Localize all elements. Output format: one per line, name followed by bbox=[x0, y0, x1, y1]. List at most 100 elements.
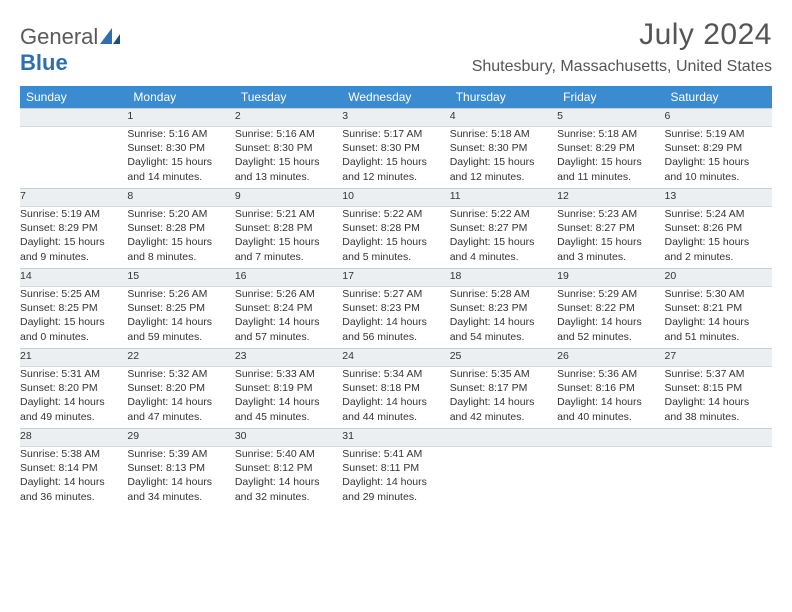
day-number-cell: 22 bbox=[127, 349, 234, 367]
weekday-header: Friday bbox=[557, 86, 664, 109]
daylight-text: and 44 minutes. bbox=[342, 410, 449, 424]
day-detail-cell: Sunrise: 5:22 AMSunset: 8:27 PMDaylight:… bbox=[450, 207, 557, 269]
day-number-cell: 7 bbox=[20, 189, 127, 207]
daylight-text: and 54 minutes. bbox=[450, 330, 557, 344]
day-detail-cell: Sunrise: 5:33 AMSunset: 8:19 PMDaylight:… bbox=[235, 367, 342, 429]
day-number-cell: 6 bbox=[665, 109, 772, 127]
day-number-cell: 11 bbox=[450, 189, 557, 207]
day-detail-cell: Sunrise: 5:28 AMSunset: 8:23 PMDaylight:… bbox=[450, 287, 557, 349]
sunset-text: Sunset: 8:23 PM bbox=[450, 301, 557, 315]
daylight-text: and 29 minutes. bbox=[342, 490, 449, 504]
day-number-cell: 20 bbox=[665, 269, 772, 287]
header-right: July 2024 Shutesbury, Massachusetts, Uni… bbox=[472, 18, 772, 76]
daylight-text: and 9 minutes. bbox=[20, 250, 127, 264]
day-detail-cell: Sunrise: 5:18 AMSunset: 8:30 PMDaylight:… bbox=[450, 127, 557, 189]
sunset-text: Sunset: 8:13 PM bbox=[127, 461, 234, 475]
day-number-cell: 13 bbox=[665, 189, 772, 207]
month-title: July 2024 bbox=[472, 18, 772, 52]
sunset-text: Sunset: 8:28 PM bbox=[127, 221, 234, 235]
sunset-text: Sunset: 8:12 PM bbox=[235, 461, 342, 475]
daylight-text: and 5 minutes. bbox=[342, 250, 449, 264]
sunset-text: Sunset: 8:16 PM bbox=[557, 381, 664, 395]
daylight-text: and 0 minutes. bbox=[20, 330, 127, 344]
page-header: General Blue July 2024 Shutesbury, Massa… bbox=[20, 18, 772, 76]
sunrise-text: Sunrise: 5:35 AM bbox=[450, 367, 557, 381]
daylight-text: Daylight: 15 hours bbox=[20, 235, 127, 249]
day-number-cell: 4 bbox=[450, 109, 557, 127]
daylight-text: and 8 minutes. bbox=[127, 250, 234, 264]
day-number-cell: 24 bbox=[342, 349, 449, 367]
sunset-text: Sunset: 8:24 PM bbox=[235, 301, 342, 315]
day-number-cell: 3 bbox=[342, 109, 449, 127]
sunset-text: Sunset: 8:26 PM bbox=[665, 221, 772, 235]
detail-row: Sunrise: 5:16 AMSunset: 8:30 PMDaylight:… bbox=[20, 127, 772, 189]
sunset-text: Sunset: 8:27 PM bbox=[450, 221, 557, 235]
daylight-text: Daylight: 14 hours bbox=[235, 395, 342, 409]
day-number-cell: 25 bbox=[450, 349, 557, 367]
day-detail-cell: Sunrise: 5:17 AMSunset: 8:30 PMDaylight:… bbox=[342, 127, 449, 189]
day-detail-cell bbox=[665, 447, 772, 509]
sunrise-text: Sunrise: 5:29 AM bbox=[557, 287, 664, 301]
sunset-text: Sunset: 8:20 PM bbox=[127, 381, 234, 395]
sunset-text: Sunset: 8:30 PM bbox=[450, 141, 557, 155]
daylight-text: Daylight: 15 hours bbox=[127, 235, 234, 249]
brand-text: General Blue bbox=[20, 24, 120, 76]
daylight-text: and 52 minutes. bbox=[557, 330, 664, 344]
day-detail-cell bbox=[557, 447, 664, 509]
sunset-text: Sunset: 8:25 PM bbox=[20, 301, 127, 315]
day-number-cell bbox=[450, 429, 557, 447]
sunset-text: Sunset: 8:11 PM bbox=[342, 461, 449, 475]
sunset-text: Sunset: 8:30 PM bbox=[235, 141, 342, 155]
sunset-text: Sunset: 8:30 PM bbox=[342, 141, 449, 155]
day-number-cell: 31 bbox=[342, 429, 449, 447]
daylight-text: and 32 minutes. bbox=[235, 490, 342, 504]
daylight-text: Daylight: 15 hours bbox=[450, 155, 557, 169]
detail-row: Sunrise: 5:19 AMSunset: 8:29 PMDaylight:… bbox=[20, 207, 772, 269]
daynum-row: 21222324252627 bbox=[20, 349, 772, 367]
daylight-text: and 4 minutes. bbox=[450, 250, 557, 264]
day-number-cell bbox=[665, 429, 772, 447]
day-detail-cell: Sunrise: 5:21 AMSunset: 8:28 PMDaylight:… bbox=[235, 207, 342, 269]
daylight-text: Daylight: 14 hours bbox=[665, 315, 772, 329]
daylight-text: and 7 minutes. bbox=[235, 250, 342, 264]
daylight-text: Daylight: 14 hours bbox=[20, 475, 127, 489]
weekday-header: Tuesday bbox=[235, 86, 342, 109]
day-number-cell: 19 bbox=[557, 269, 664, 287]
calendar-table: Sunday Monday Tuesday Wednesday Thursday… bbox=[20, 86, 772, 509]
sunrise-text: Sunrise: 5:30 AM bbox=[665, 287, 772, 301]
day-detail-cell: Sunrise: 5:35 AMSunset: 8:17 PMDaylight:… bbox=[450, 367, 557, 429]
brand-logo: General Blue bbox=[20, 18, 120, 76]
sunset-text: Sunset: 8:29 PM bbox=[665, 141, 772, 155]
daylight-text: Daylight: 15 hours bbox=[665, 155, 772, 169]
sunset-text: Sunset: 8:21 PM bbox=[665, 301, 772, 315]
sunrise-text: Sunrise: 5:18 AM bbox=[557, 127, 664, 141]
daynum-row: 78910111213 bbox=[20, 189, 772, 207]
day-number-cell: 30 bbox=[235, 429, 342, 447]
sunrise-text: Sunrise: 5:34 AM bbox=[342, 367, 449, 381]
day-detail-cell: Sunrise: 5:36 AMSunset: 8:16 PMDaylight:… bbox=[557, 367, 664, 429]
daylight-text: Daylight: 15 hours bbox=[235, 235, 342, 249]
day-number-cell: 21 bbox=[20, 349, 127, 367]
day-detail-cell: Sunrise: 5:16 AMSunset: 8:30 PMDaylight:… bbox=[127, 127, 234, 189]
daylight-text: Daylight: 15 hours bbox=[235, 155, 342, 169]
sunset-text: Sunset: 8:17 PM bbox=[450, 381, 557, 395]
daynum-row: 14151617181920 bbox=[20, 269, 772, 287]
daylight-text: and 45 minutes. bbox=[235, 410, 342, 424]
daylight-text: and 13 minutes. bbox=[235, 170, 342, 184]
sunrise-text: Sunrise: 5:19 AM bbox=[20, 207, 127, 221]
sail-icon bbox=[100, 28, 120, 44]
day-detail-cell bbox=[20, 127, 127, 189]
daylight-text: and 57 minutes. bbox=[235, 330, 342, 344]
daylight-text: and 59 minutes. bbox=[127, 330, 234, 344]
day-number-cell: 27 bbox=[665, 349, 772, 367]
day-number-cell: 10 bbox=[342, 189, 449, 207]
sunset-text: Sunset: 8:27 PM bbox=[557, 221, 664, 235]
day-detail-cell: Sunrise: 5:38 AMSunset: 8:14 PMDaylight:… bbox=[20, 447, 127, 509]
daylight-text: Daylight: 14 hours bbox=[20, 395, 127, 409]
daylight-text: Daylight: 14 hours bbox=[235, 475, 342, 489]
daylight-text: Daylight: 14 hours bbox=[557, 315, 664, 329]
weekday-header: Saturday bbox=[665, 86, 772, 109]
day-detail-cell: Sunrise: 5:24 AMSunset: 8:26 PMDaylight:… bbox=[665, 207, 772, 269]
sunset-text: Sunset: 8:29 PM bbox=[20, 221, 127, 235]
day-number-cell: 23 bbox=[235, 349, 342, 367]
